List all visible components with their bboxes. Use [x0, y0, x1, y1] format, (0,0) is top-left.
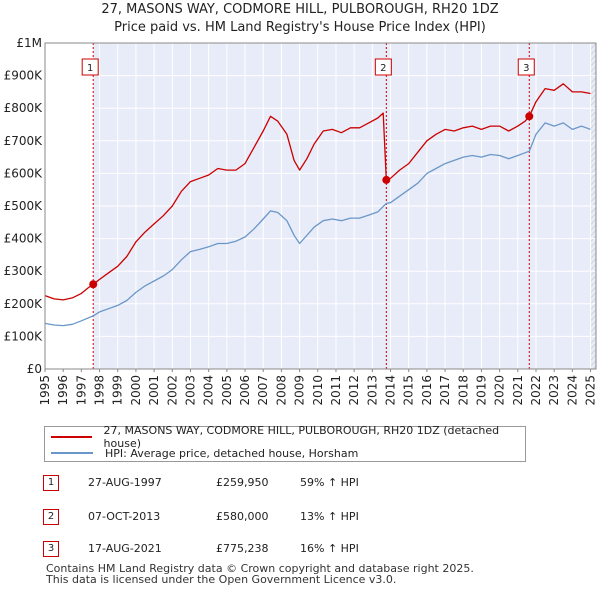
x-tick-label: 2022 [529, 375, 543, 406]
legend: 27, MASONS WAY, CODMORE HILL, PULBOROUGH… [44, 424, 526, 462]
legend-item-property: 27, MASONS WAY, CODMORE HILL, PULBOROUGH… [51, 424, 525, 450]
sale-label-box [374, 58, 392, 76]
y-tick-label: £0 [27, 362, 42, 376]
transaction-row: 2 07-OCT-2013 £580,000 13% ↑ HPI [0, 508, 600, 528]
x-tick-label: 1995 [38, 375, 52, 406]
x-tick-label: 2000 [129, 375, 143, 406]
transaction-hpi-change: 13% ↑ HPI [300, 510, 359, 523]
y-tick-label: £500K [4, 199, 44, 213]
x-tick-label: 1997 [74, 375, 88, 406]
x-tick-label: 2012 [347, 375, 361, 406]
x-tick-label: 2013 [365, 375, 379, 406]
x-tick-label: 2004 [202, 375, 216, 406]
plot-border [44, 42, 597, 370]
property-price-line [44, 83, 591, 301]
transaction-number: 1 [43, 475, 59, 491]
x-tick-label: 2017 [438, 375, 452, 406]
x-tick-label: 2018 [456, 375, 470, 406]
transaction-row: 1 27-AUG-1997 £259,950 59% ↑ HPI [0, 474, 600, 494]
x-tick-label: 1998 [93, 375, 107, 406]
y-tick-label: £1M [16, 36, 42, 50]
y-tick-label: £300K [4, 264, 44, 278]
legend-item-hpi: HPI: Average price, detached house, Hors… [51, 445, 358, 461]
transaction-hpi-change: 16% ↑ HPI [300, 542, 359, 555]
sale-label-box [517, 58, 535, 76]
x-tick-label: 2002 [165, 375, 179, 406]
transaction-date: 27-AUG-1997 [88, 476, 162, 489]
x-tick-label: 2011 [329, 375, 343, 406]
transaction-date: 17-AUG-2021 [88, 542, 162, 555]
sale-label: 2 [380, 63, 386, 74]
x-tick-label: 2015 [402, 375, 416, 406]
sale-point [89, 280, 98, 289]
x-tick-label: 2025 [584, 375, 598, 406]
x-tick-label: 2014 [384, 375, 398, 406]
price-chart: £0 £100K £200K £300K £400K £500K £600K £700K £80… [4, 36, 598, 406]
y-tick-label: £600K [4, 166, 44, 180]
transaction-row: 3 17-AUG-2021 £775,238 16% ↑ HPI [0, 540, 600, 560]
x-tick-label: 2005 [220, 375, 234, 406]
transaction-number: 2 [43, 509, 59, 525]
legend-swatch-property [51, 436, 92, 438]
x-tick-label: 2016 [420, 375, 434, 406]
x-tick-label: 2003 [183, 375, 197, 406]
sale-label: 1 [87, 63, 93, 74]
legend-label-property: 27, MASONS WAY, CODMORE HILL, PULBOROUGH… [103, 424, 500, 450]
y-tick-label: £200K [4, 297, 44, 311]
y-tick-label: £800K [4, 101, 44, 115]
transaction-date: 07-OCT-2013 [88, 510, 161, 523]
sale-label: 3 [523, 63, 529, 74]
x-tick-label: 2008 [274, 375, 288, 406]
footer-licence: This data is licensed under the Open Gov… [46, 573, 397, 586]
x-tick-label: 2009 [293, 375, 307, 406]
x-tick-label: 1996 [56, 375, 70, 406]
x-tick-label: 2010 [311, 375, 325, 406]
x-tick-label: 2023 [547, 375, 561, 406]
hpi-line [44, 122, 591, 327]
x-tick-label: 2006 [238, 375, 252, 406]
x-tick-label: 1999 [111, 375, 125, 406]
transaction-price: £775,238 [216, 542, 269, 555]
transaction-price: £580,000 [216, 510, 269, 523]
transaction-number: 3 [43, 541, 59, 557]
footer-copyright: Contains HM Land Registry data © Crown c… [46, 562, 474, 575]
x-tick-label: 2007 [256, 375, 270, 406]
legend-label-hpi: HPI: Average price, detached house, Hors… [105, 446, 359, 460]
y-tick-label: £900K [4, 69, 44, 83]
x-tick-label: 2019 [474, 375, 488, 406]
y-tick-label: £100K [4, 329, 44, 343]
x-tick-label: 2020 [493, 375, 507, 406]
x-tick-label: 2024 [565, 375, 579, 406]
y-tick-label: £700K [4, 134, 44, 148]
sale-point [525, 112, 534, 121]
x-tick-label: 2001 [147, 375, 161, 406]
chart-title-line2: Price paid vs. HM Land Registry's House … [114, 20, 486, 35]
legend-swatch-hpi [51, 452, 93, 454]
x-tick-label: 2021 [511, 375, 525, 406]
sale-point [382, 175, 391, 184]
transaction-hpi-change: 59% ↑ HPI [300, 476, 359, 489]
transaction-price: £259,950 [216, 476, 269, 489]
y-tick-label: £400K [4, 232, 44, 246]
sale-label-box [81, 58, 99, 76]
chart-title-line1: 27, MASONS WAY, CODMORE HILL, PULBOROUGH… [101, 2, 499, 17]
